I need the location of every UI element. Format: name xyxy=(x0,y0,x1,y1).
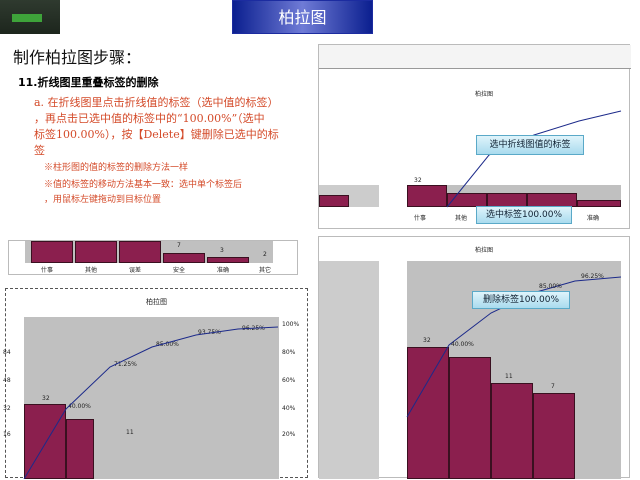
bar[interactable] xyxy=(447,193,487,207)
instruction-line: 标签100.00%），按【Delete】键删除已选中的标 xyxy=(34,128,279,141)
instructions: a. 在折线图里点击折线值的标签（选中值的标签） ，再点击已选中值的标签中的“1… xyxy=(34,95,324,159)
tick-label: 准确 xyxy=(587,215,600,222)
tick-label: 什事 xyxy=(414,215,427,222)
note: ※值的标签的移动方法基本一致：选中单个标签后 xyxy=(44,180,243,190)
chart-title: 柏拉图 xyxy=(475,91,494,98)
chart-object[interactable]: 柏拉图 84 48 32 16 100% 80% 60% 40% 20% 32 … xyxy=(3,288,309,479)
tick-label: 误差 xyxy=(129,267,142,274)
note: ，用鼠标左键拖动到目标位置 xyxy=(44,195,162,205)
callout: 选中标签100.00% xyxy=(476,206,572,224)
cumulative-line[interactable] xyxy=(319,45,631,230)
pct-label: 40.00% xyxy=(68,403,91,410)
axis-tick: 48 xyxy=(3,377,11,384)
callout: 删除标签100.00% xyxy=(472,291,570,309)
axis-tick: 100% xyxy=(282,321,300,328)
bar[interactable] xyxy=(407,347,449,479)
callout: 选中折线图值的标签 xyxy=(476,135,584,155)
tick-label: 什事 xyxy=(41,267,54,274)
sheet-row xyxy=(319,45,631,69)
note: ※柱形图的值的标签的删除方法一样 xyxy=(44,163,189,173)
chart-title: 柏拉图 xyxy=(146,298,167,306)
instruction-line: a. 在折线图里点击折线值的标签（选中值的标签） xyxy=(34,96,279,109)
instruction-line: 签 xyxy=(34,144,45,157)
pct-label: 85.00% xyxy=(539,283,562,290)
bar[interactable] xyxy=(491,383,533,479)
bar[interactable] xyxy=(319,195,349,207)
bar[interactable] xyxy=(407,185,447,207)
chart-fragment xyxy=(319,261,379,479)
logo-mark xyxy=(12,14,42,22)
data-label: 7 xyxy=(551,383,555,390)
instruction-line: ，再点击已选中值的标签中的“100.00%”（选中 xyxy=(34,112,265,125)
screenshot-2: 柏拉图 32 11 7 40.00% 85.00% 96.25% xyxy=(318,236,630,479)
section-heading: 制作柏拉图步骤： xyxy=(13,48,142,67)
bar[interactable] xyxy=(207,257,249,263)
pct-label: 96.25% xyxy=(581,273,604,280)
data-label: 32 xyxy=(423,337,431,344)
data-label: 2 xyxy=(263,251,267,258)
axis-tick: 60% xyxy=(282,377,296,384)
bar[interactable] xyxy=(533,393,575,479)
cumulative-line[interactable] xyxy=(6,289,309,479)
axis-tick: 84 xyxy=(3,349,11,356)
step-label: 11.折线图里重叠标签的删除 xyxy=(18,76,159,89)
bar[interactable] xyxy=(66,419,94,479)
data-label: 32 xyxy=(414,177,422,184)
tick-label: 其它 xyxy=(259,267,272,274)
chart-title: 柏拉图 xyxy=(475,247,494,254)
data-label: 3 xyxy=(220,247,224,254)
bar[interactable] xyxy=(75,241,117,263)
bar[interactable] xyxy=(163,253,205,263)
data-label: 32 xyxy=(42,395,50,402)
pct-label: 71.25% xyxy=(114,361,137,368)
data-label: 11 xyxy=(505,373,513,380)
tick-label: 准确 xyxy=(217,267,230,274)
pct-label: 85.00% xyxy=(156,341,179,348)
tick-label: 安全 xyxy=(173,267,186,274)
tick-label: 其他 xyxy=(455,215,468,222)
axis-tick: 16 xyxy=(3,431,11,438)
chart-strip[interactable]: 7 3 2 什事 其他 误差 安全 准确 其它 xyxy=(8,240,298,275)
axis-tick: 20% xyxy=(282,431,296,438)
axis-tick: 40% xyxy=(282,405,296,412)
title-banner: 柏拉图 xyxy=(232,0,373,34)
page-title: 柏拉图 xyxy=(278,8,327,27)
axis-tick: 80% xyxy=(282,349,296,356)
pct-label: 40.00% xyxy=(451,341,474,348)
pct-label: 93.75% xyxy=(198,329,221,336)
data-label: 11 xyxy=(126,429,134,436)
bar[interactable] xyxy=(449,357,491,479)
bar[interactable] xyxy=(119,241,161,263)
tick-label: 其他 xyxy=(85,267,98,274)
bar[interactable] xyxy=(577,200,621,207)
data-label: 7 xyxy=(177,242,181,249)
bar[interactable] xyxy=(31,241,73,263)
axis-tick: 32 xyxy=(3,405,11,412)
notes: ※柱形图的值的标签的删除方法一样 ※值的标签的移动方法基本一致：选中单个标签后 … xyxy=(44,160,242,205)
